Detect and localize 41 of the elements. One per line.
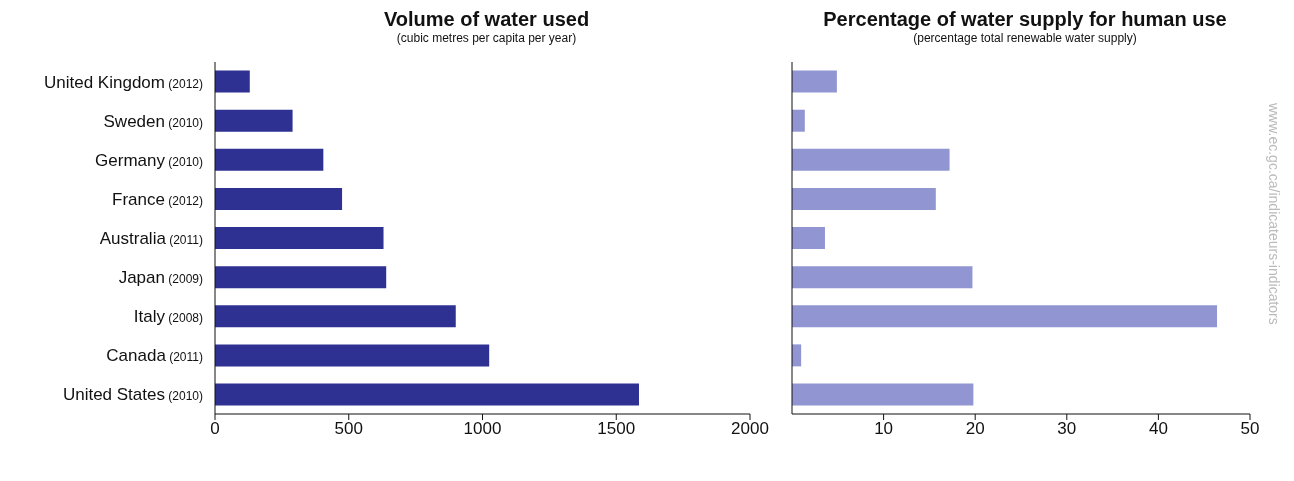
x-tick-label: 500 xyxy=(334,419,363,439)
x-tick-label: 10 xyxy=(874,419,894,439)
chart-subtitle: (cubic metres per capita per year) xyxy=(395,31,578,45)
bar xyxy=(215,344,490,367)
bar xyxy=(215,305,456,328)
y-tick-label: Canada (2011) xyxy=(106,346,203,366)
bar xyxy=(215,187,343,210)
y-tick-label: United States (2010) xyxy=(62,385,203,405)
y-tick-label: Australia (2011) xyxy=(99,229,203,248)
y-tick-label: France (2012) xyxy=(112,189,203,209)
x-tick-label: 1000 xyxy=(463,419,502,439)
bar xyxy=(792,187,936,210)
y-tick-label: Italy (2008) xyxy=(133,307,203,327)
bar xyxy=(792,227,825,250)
bar xyxy=(215,383,639,406)
x-tick-label: 50 xyxy=(1240,419,1260,439)
x-tick-label: 0 xyxy=(210,419,220,439)
bar xyxy=(792,70,837,93)
chart-title: Percentage of water supply for human use xyxy=(822,8,1228,31)
bar xyxy=(792,383,974,406)
bar xyxy=(215,109,293,132)
chart-title: Volume of water used xyxy=(382,8,591,31)
text: www.ec.gc.ca/indicateurs-indicators xyxy=(1266,103,1282,325)
bar xyxy=(792,266,973,289)
x-tick-label: 40 xyxy=(1148,419,1168,439)
y-tick-label: Japan (2009) xyxy=(118,268,203,288)
bar xyxy=(792,148,950,171)
y-tick-label: Germany (2010) xyxy=(95,150,203,170)
x-tick-label: 20 xyxy=(965,419,985,439)
bar xyxy=(215,227,384,250)
x-tick-label: 1500 xyxy=(597,419,636,439)
bar xyxy=(215,70,250,93)
chart-subtitle: (percentage total renewable water supply) xyxy=(912,31,1138,45)
y-tick-label: Sweden (2010) xyxy=(103,111,203,131)
bar xyxy=(792,305,1218,328)
y-tick-label: United Kingdom (2012) xyxy=(44,72,203,92)
x-tick-label: 2000 xyxy=(731,419,769,439)
bar xyxy=(215,148,324,171)
bar xyxy=(792,109,805,132)
bar xyxy=(215,266,387,289)
x-tick-label: 30 xyxy=(1057,419,1077,439)
